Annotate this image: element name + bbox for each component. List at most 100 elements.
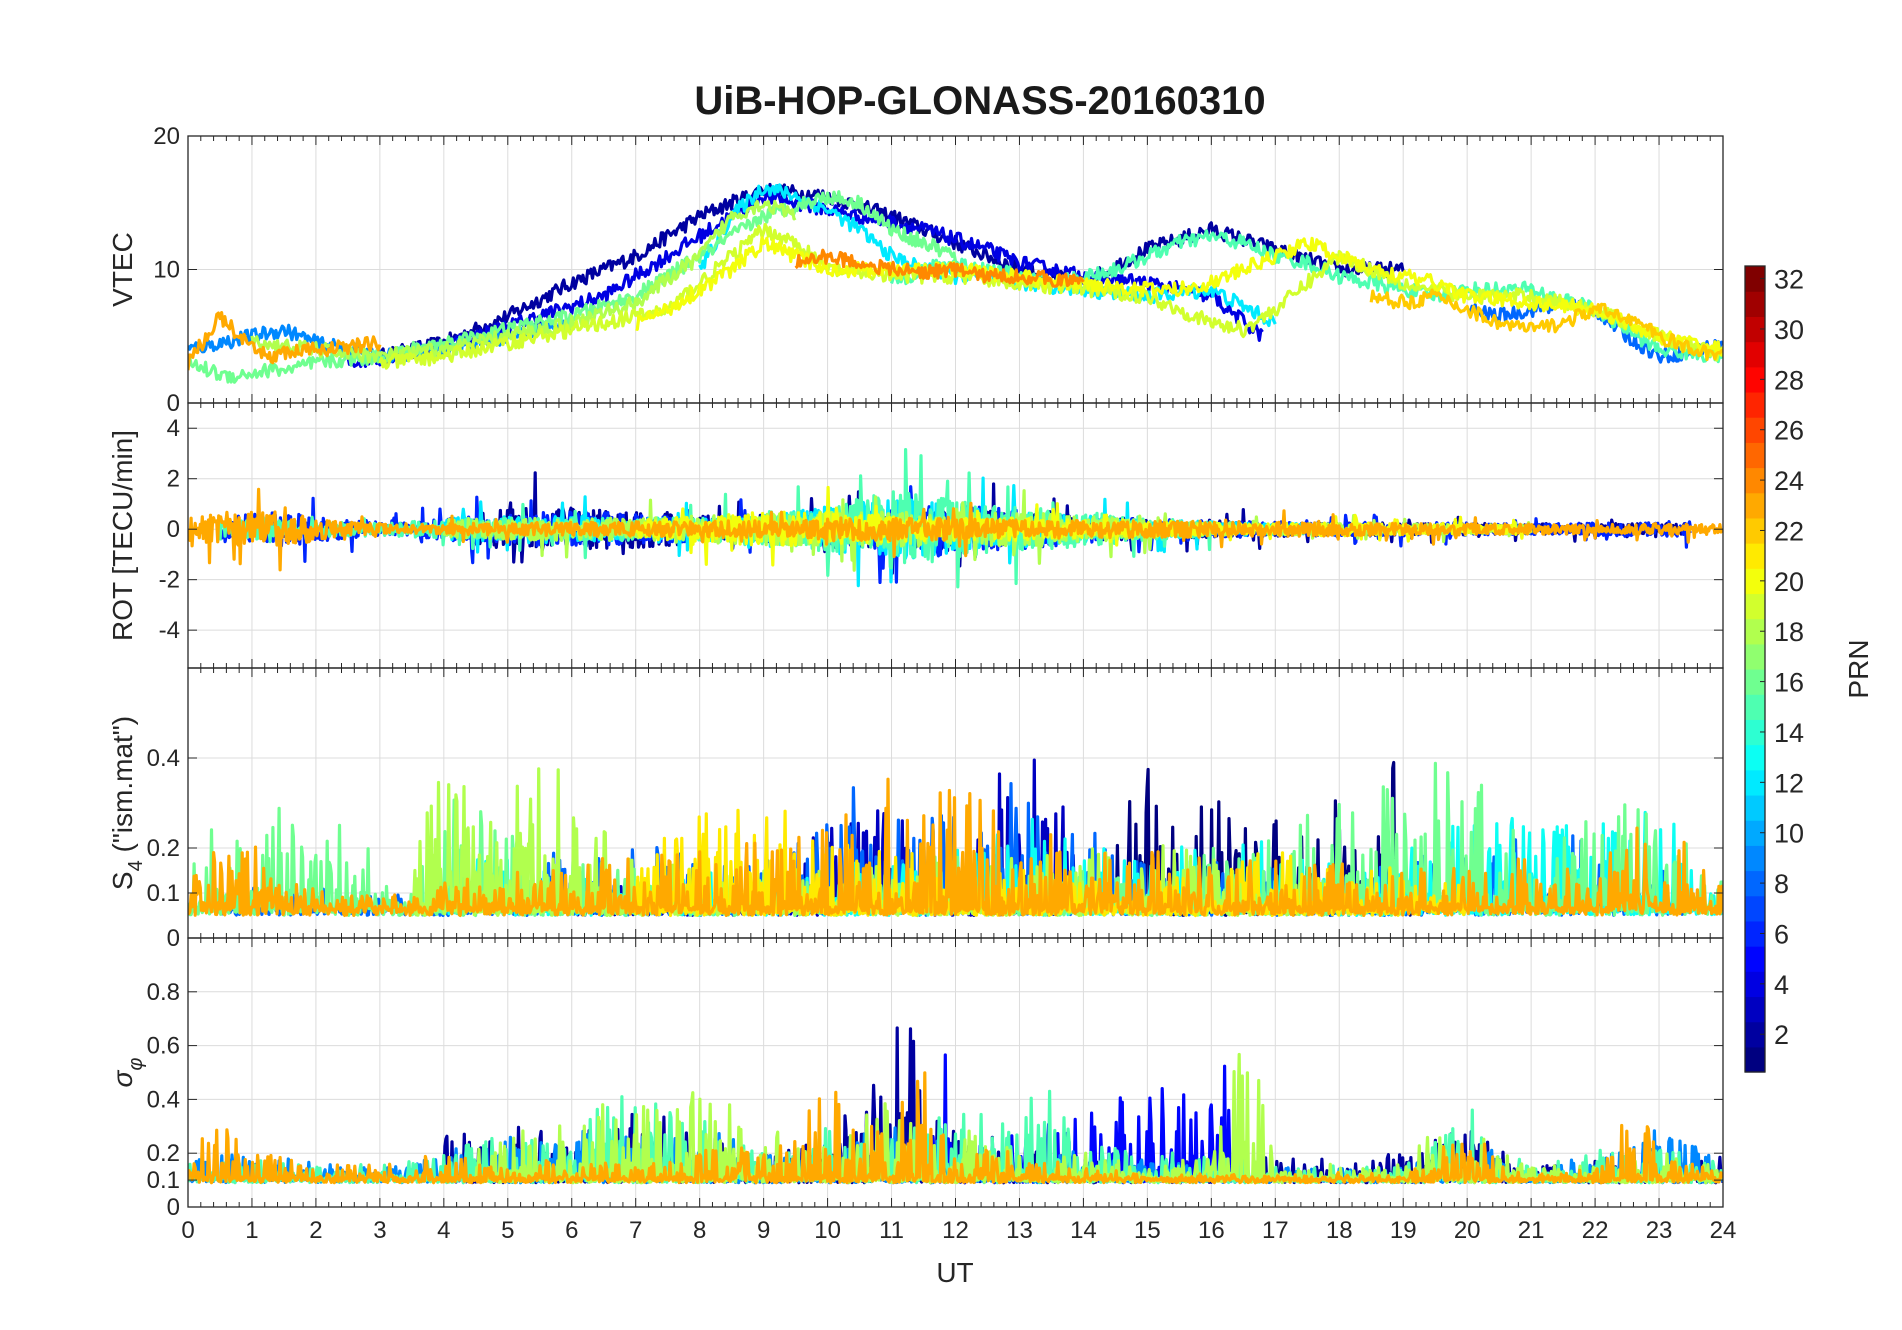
y-tick-label: 0.4 (147, 745, 180, 772)
y-tick-label: -2 (159, 567, 180, 594)
colorbar-swatch (1745, 870, 1765, 897)
colorbar-tick-label: 10 (1774, 819, 1804, 849)
colorbar-swatch (1745, 492, 1765, 519)
colorbar-tick-label: 18 (1774, 617, 1804, 647)
y-tick-label: 0 (167, 925, 180, 952)
y-tick-label: 0.6 (147, 1033, 180, 1060)
y-tick-label: 0 (167, 516, 180, 543)
colorbar-swatch (1745, 568, 1765, 595)
series-prn-15 (889, 229, 1723, 364)
x-tick-label: 15 (1134, 1217, 1161, 1244)
series-prn-22 (1369, 288, 1723, 362)
colorbar-tick-label: 2 (1774, 1020, 1789, 1050)
colorbar-tick-label: 4 (1774, 970, 1789, 1000)
colorbar-swatch (1745, 543, 1765, 569)
series-prn-20 (635, 236, 1723, 357)
x-tick-label: 24 (1710, 1217, 1737, 1244)
colorbar-tick-label: 14 (1774, 718, 1804, 748)
y-tick-label: 0.4 (147, 1086, 180, 1113)
y-tick-label: 0.8 (147, 979, 180, 1006)
colorbar-label: PRN (1843, 639, 1874, 698)
colorbar-swatch (1745, 391, 1765, 418)
colorbar-tick-label: 20 (1774, 567, 1804, 597)
y-tick-label: 10 (153, 257, 180, 284)
colorbar-swatch (1745, 467, 1765, 494)
x-tick-label: 14 (1070, 1217, 1097, 1244)
tick-marks (187, 938, 1724, 1208)
traces (188, 758, 1723, 918)
series-prn-23 (188, 777, 1723, 917)
x-tick-label: 19 (1390, 1217, 1417, 1244)
colorbar-swatch (1745, 593, 1765, 620)
colorbar-swatch (1745, 794, 1765, 821)
colorbar-swatch (1745, 643, 1765, 670)
x-tick-label: 17 (1262, 1217, 1289, 1244)
x-tick-label: 10 (814, 1217, 841, 1244)
series-prn-24 (794, 248, 1085, 288)
x-tick-label: 11 (879, 1217, 904, 1244)
colorbar-swatch (1745, 341, 1765, 368)
y-axis-label-s4: S4 ("ism.mat") (107, 716, 147, 890)
colorbar-tick-label: 22 (1774, 516, 1804, 546)
y-tick-label: 2 (167, 466, 180, 493)
panel-vtec: 0 10 20 VTEC (107, 123, 1724, 417)
x-tick-label: 18 (1326, 1217, 1353, 1244)
y-tick-label: 0 (167, 1194, 180, 1221)
series-prn-23 (188, 1071, 1723, 1185)
x-tick-label: 12 (942, 1217, 969, 1244)
colorbar-swatch (1745, 669, 1765, 695)
y-tick-label: 0.1 (147, 1167, 180, 1194)
colorbar-swatch (1745, 920, 1765, 947)
colorbar-tick-label: 28 (1774, 365, 1804, 395)
series-prn-23 (188, 487, 1723, 572)
x-tick-label: 21 (1518, 1217, 1545, 1244)
y-tick-label: -4 (159, 617, 180, 644)
x-tick-label: 13 (1006, 1217, 1033, 1244)
colorbar-swatch (1745, 820, 1765, 846)
colorbar-tick-label: 32 (1774, 265, 1804, 295)
colorbar-swatch (1745, 366, 1765, 393)
x-tick-label: 2 (309, 1217, 322, 1244)
colorbar-swatch (1745, 769, 1765, 796)
tick-marks (187, 135, 1724, 404)
x-tick-label: 23 (1646, 1217, 1673, 1244)
traces (188, 182, 1723, 384)
traces (188, 448, 1723, 589)
colorbar-swatch (1745, 417, 1765, 443)
colorbar-swatch (1745, 1021, 1765, 1048)
panel-s4: 0 0.1 0.2 0.4S4 ("ism.mat") (107, 667, 1724, 952)
colorbar-swatch (1745, 845, 1765, 872)
x-tick-label: 20 (1454, 1217, 1481, 1244)
colorbar-tick-label: 26 (1774, 416, 1804, 446)
x-tick-label: 16 (1198, 1217, 1225, 1244)
colorbar-tick-label: 30 (1774, 315, 1804, 345)
traces (188, 1026, 1723, 1185)
x-tick-label: 3 (373, 1217, 386, 1244)
x-tick-label: 7 (629, 1217, 642, 1244)
y-tick-label: 0.2 (147, 1140, 180, 1167)
x-tick-label: 0 (181, 1217, 194, 1244)
colorbar-swatch (1745, 442, 1765, 469)
colorbar-frame (1744, 265, 1766, 1073)
colorbar-tick-label: 6 (1774, 919, 1789, 949)
colorbar-swatch (1745, 266, 1765, 292)
series-prn-23 (188, 311, 382, 371)
colorbar-swatch (1745, 744, 1765, 771)
y-tick-label: 4 (167, 415, 180, 442)
x-tick-label: 4 (437, 1217, 450, 1244)
colorbar-swatch (1745, 1046, 1765, 1073)
panel-rot: -4 -2 0 2 4 ROT [TECU/min] (107, 402, 1724, 669)
colorbar-tick-label: 12 (1774, 768, 1804, 798)
chart-title: UiB-HOP-GLONASS-20160310 (694, 79, 1265, 123)
colorbar-swatch (1745, 719, 1765, 746)
y-axis-label-rot: ROT [TECU/min] (107, 430, 138, 641)
tick-marks (187, 403, 1724, 668)
y-axis-label-vtec: VTEC (107, 232, 138, 307)
colorbar-swatch (1745, 618, 1765, 645)
x-tick-label: 1 (245, 1217, 258, 1244)
x-tick-label: 6 (565, 1217, 578, 1244)
x-axis-label: UT (936, 1257, 973, 1288)
